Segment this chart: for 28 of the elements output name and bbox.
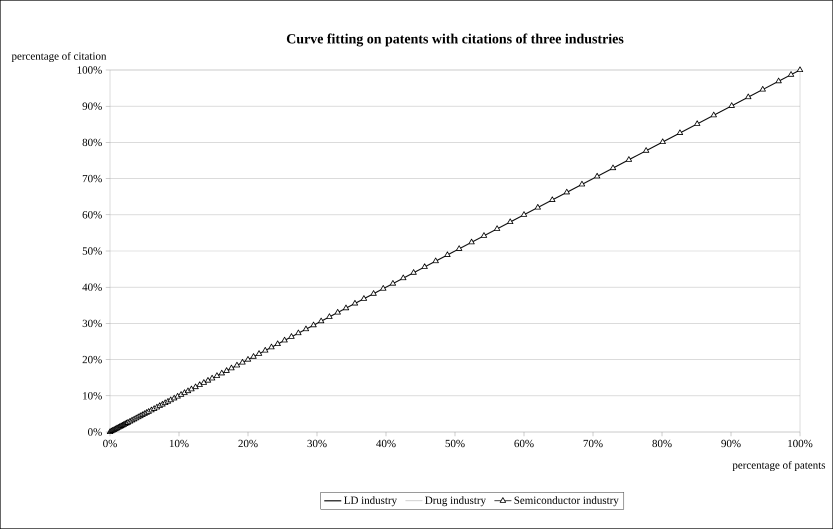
legend-label: Semiconductor industry [514, 496, 619, 506]
x-tick-label: 10% [170, 440, 189, 448]
y-tick-label: 30% [82, 320, 102, 328]
x-tick-label: 60% [514, 440, 534, 448]
x-tick-label: 50% [446, 440, 465, 448]
y-tick-label: 10% [83, 392, 102, 400]
x-tick-label: 30% [307, 440, 327, 448]
y-tick-label: 80% [82, 138, 102, 146]
x-tick-label: 70% [584, 440, 603, 448]
y-tick-label: 0% [88, 428, 102, 436]
y-tick-label: 40% [82, 283, 102, 291]
x-tick-label: 100% [788, 440, 812, 448]
y-tick-label: 50% [82, 247, 102, 255]
y-tick-label: 100% [78, 66, 102, 74]
x-tick-label: 40% [376, 440, 396, 448]
legend-label: Drug industry [425, 496, 486, 506]
y-tick-label: 90% [82, 102, 102, 110]
chart-title: Curve fitting on patents with citations of three industries [286, 34, 624, 46]
y-axis-title: percentage of citation [12, 52, 106, 62]
y-tick-label: 60% [82, 211, 102, 219]
y-tick-label: 70% [82, 174, 102, 182]
x-tick-label: 90% [721, 440, 741, 448]
y-tick-label: 20% [82, 356, 102, 364]
x-axis-title: percentage of patents [732, 460, 826, 472]
x-tick-label: 20% [238, 440, 258, 448]
x-tick-label: 80% [652, 440, 672, 448]
legend-label: LD industry [344, 496, 398, 506]
x-tick-label: 0% [103, 440, 117, 448]
